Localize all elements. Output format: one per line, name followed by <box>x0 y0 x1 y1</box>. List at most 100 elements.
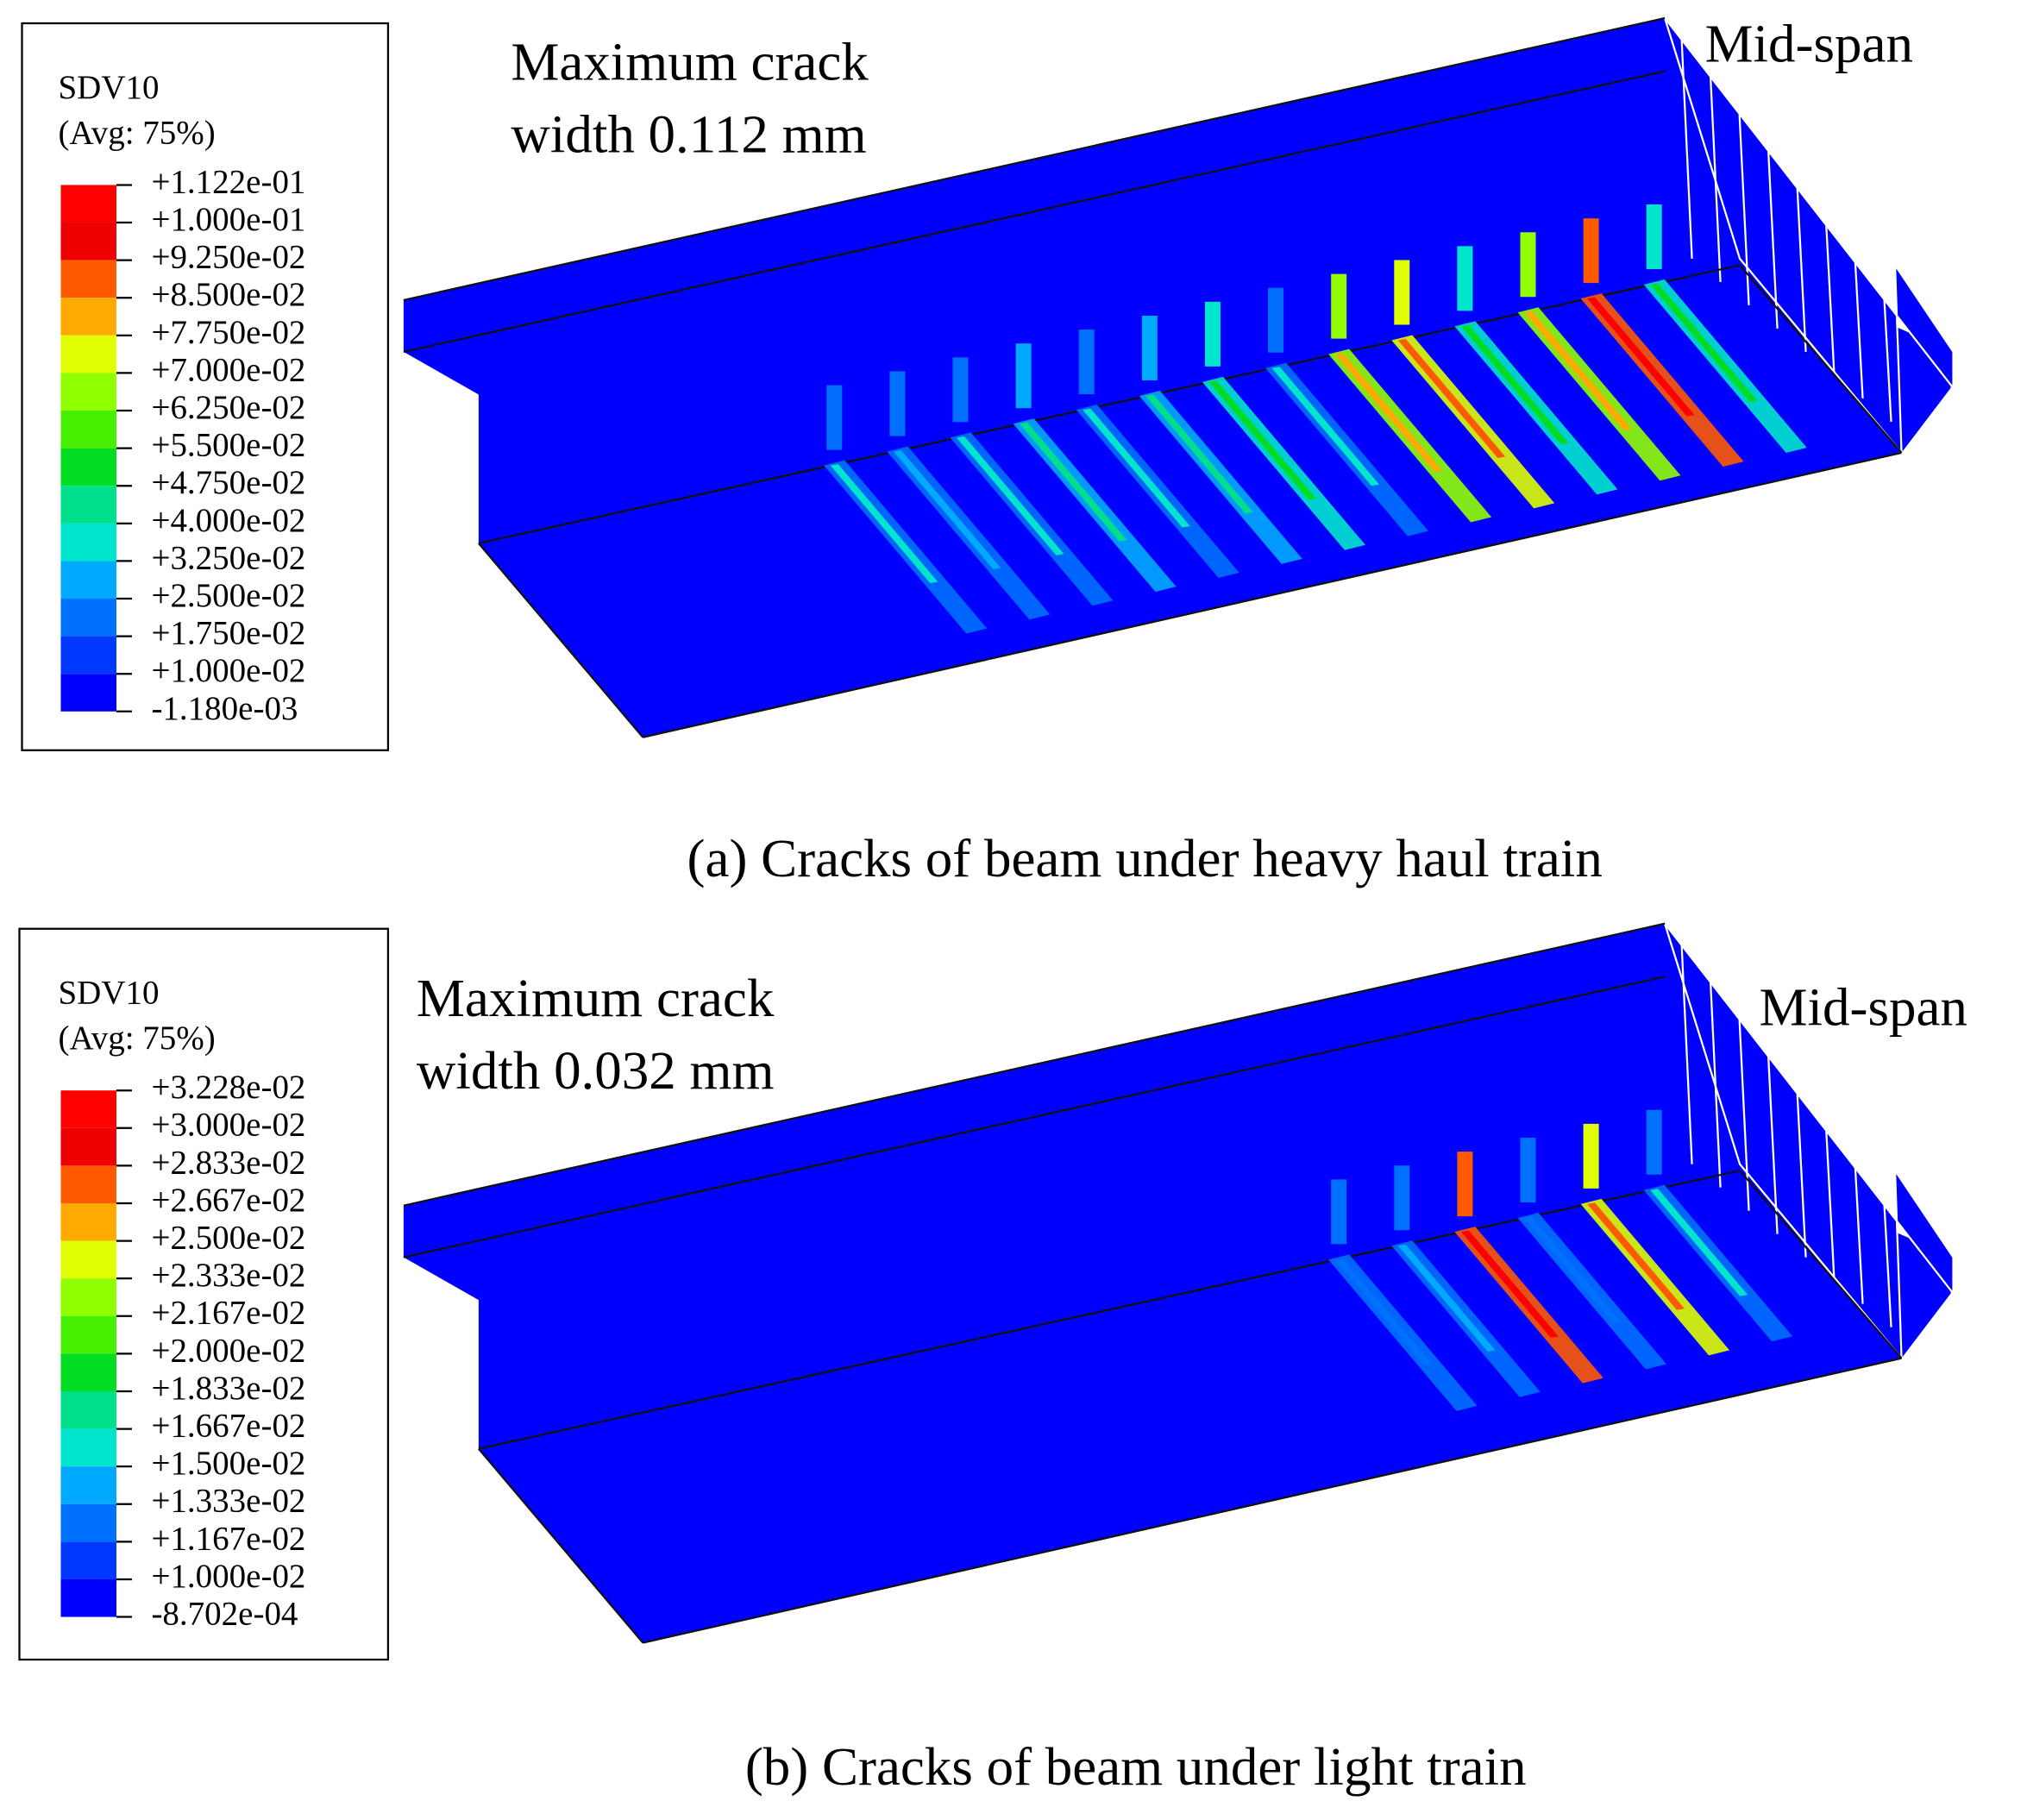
legend-band <box>60 411 116 449</box>
beam <box>403 923 1954 1643</box>
legend-label: +1.333e-02 <box>151 1483 305 1520</box>
web-crack <box>1394 260 1410 325</box>
legend-subtitle: (Avg: 75%) <box>58 114 215 151</box>
crack <box>1334 1258 1433 1366</box>
legend-subtitle: (Avg: 75%) <box>58 1020 215 1057</box>
crack <box>1271 367 1380 486</box>
mesh-line <box>1851 209 1864 399</box>
crack <box>1020 422 1127 542</box>
legend-label: +2.833e-02 <box>151 1144 305 1181</box>
annotation: width 0.112 mm <box>511 104 866 164</box>
crack <box>830 464 938 584</box>
beam-edge <box>403 976 1666 1258</box>
legend-band <box>60 1578 116 1617</box>
legend-band <box>60 298 116 336</box>
legend-band <box>60 335 116 373</box>
mesh-line <box>1823 180 1836 375</box>
legend-band <box>60 561 116 599</box>
beam-edge <box>1739 1170 1903 1359</box>
mesh-line <box>1737 95 1750 305</box>
beam <box>403 17 1954 737</box>
legend-label: +1.833e-02 <box>151 1370 305 1407</box>
legend-band <box>60 223 116 260</box>
legend-band <box>60 486 116 524</box>
web-crack <box>1394 1165 1410 1231</box>
beam-edge <box>643 451 1902 738</box>
legend-band <box>60 448 116 486</box>
web-crack <box>1646 1109 1662 1175</box>
beam-end-face <box>1664 17 1955 456</box>
legend-band <box>60 1428 116 1467</box>
legend-band <box>60 1466 116 1504</box>
legend-label: +5.500e-02 <box>151 427 305 464</box>
web-crack <box>1331 1179 1347 1245</box>
legend-label: +6.250e-02 <box>151 389 305 426</box>
web-crack <box>1078 329 1095 395</box>
web-crack <box>889 371 906 436</box>
legend-band <box>60 1541 116 1579</box>
legend-band <box>60 1353 116 1391</box>
legend-label: +4.000e-02 <box>151 502 305 539</box>
web-crack <box>1520 1138 1536 1202</box>
mesh-line <box>1851 1114 1864 1304</box>
legend-label: +8.500e-02 <box>151 276 305 313</box>
legend-label: +1.000e-02 <box>151 1558 305 1595</box>
legend-band <box>60 1240 116 1279</box>
mesh-line <box>1737 1001 1750 1211</box>
legend-band <box>60 260 116 298</box>
legend-band <box>60 1127 116 1166</box>
web-crack <box>826 385 843 450</box>
beam-edge <box>478 543 644 738</box>
legend-label: +2.333e-02 <box>151 1257 305 1294</box>
mesh-line <box>1794 152 1807 352</box>
mesh-line <box>1766 123 1779 329</box>
crack <box>1460 324 1569 444</box>
legend-band <box>60 1202 116 1241</box>
web-crack <box>1331 273 1347 339</box>
legend-label: +2.500e-02 <box>151 1220 305 1257</box>
legend-band <box>60 373 116 411</box>
beam-edge <box>643 1357 1902 1644</box>
crack <box>957 436 1064 555</box>
caption: (a) Cracks of beam under heavy haul trai… <box>687 828 1603 888</box>
web-crack <box>1268 287 1284 353</box>
crack <box>1397 338 1506 458</box>
legend-label: +1.000e-01 <box>151 201 305 238</box>
web-crack <box>952 357 969 423</box>
crack <box>1145 394 1253 514</box>
crack <box>1397 1244 1496 1352</box>
legend-label: +4.750e-02 <box>151 464 305 501</box>
legend-label: +2.500e-02 <box>151 577 305 614</box>
section-label: Mid-span <box>1760 977 1967 1038</box>
section-label: Mid-span <box>1705 13 1913 73</box>
legend-band <box>60 636 116 675</box>
web-crack <box>1204 301 1221 367</box>
legend-label: -8.702e-04 <box>151 1596 298 1633</box>
crack <box>1083 408 1190 528</box>
crack <box>1587 297 1695 417</box>
beam-edge <box>403 70 1666 354</box>
legend-label: +2.667e-02 <box>151 1182 305 1219</box>
panel: SDV10 (Avg: 75%) +3.228e-02+3.000e-02+2.83… <box>18 922 1967 1797</box>
mesh-line <box>1680 38 1693 259</box>
mesh-line <box>1680 944 1693 1164</box>
annotation: Maximum crack <box>417 968 775 1028</box>
legend-label: +3.000e-02 <box>151 1107 305 1144</box>
legend-band <box>60 674 116 712</box>
mesh-line <box>1880 1143 1892 1327</box>
crack <box>1523 311 1632 430</box>
legend-label: +3.228e-02 <box>151 1069 305 1106</box>
beam-edge <box>403 922 1666 1207</box>
legend-label: +1.000e-02 <box>151 652 305 689</box>
legend-band <box>60 1390 116 1429</box>
legend-label: +1.500e-02 <box>151 1445 305 1482</box>
mesh-line <box>1823 1086 1836 1281</box>
beam-edge <box>403 16 1666 302</box>
web-crack <box>1141 315 1158 380</box>
web-crack <box>1457 246 1473 311</box>
crack <box>1650 283 1758 403</box>
mesh-line <box>1709 972 1722 1188</box>
crack <box>893 449 1001 569</box>
